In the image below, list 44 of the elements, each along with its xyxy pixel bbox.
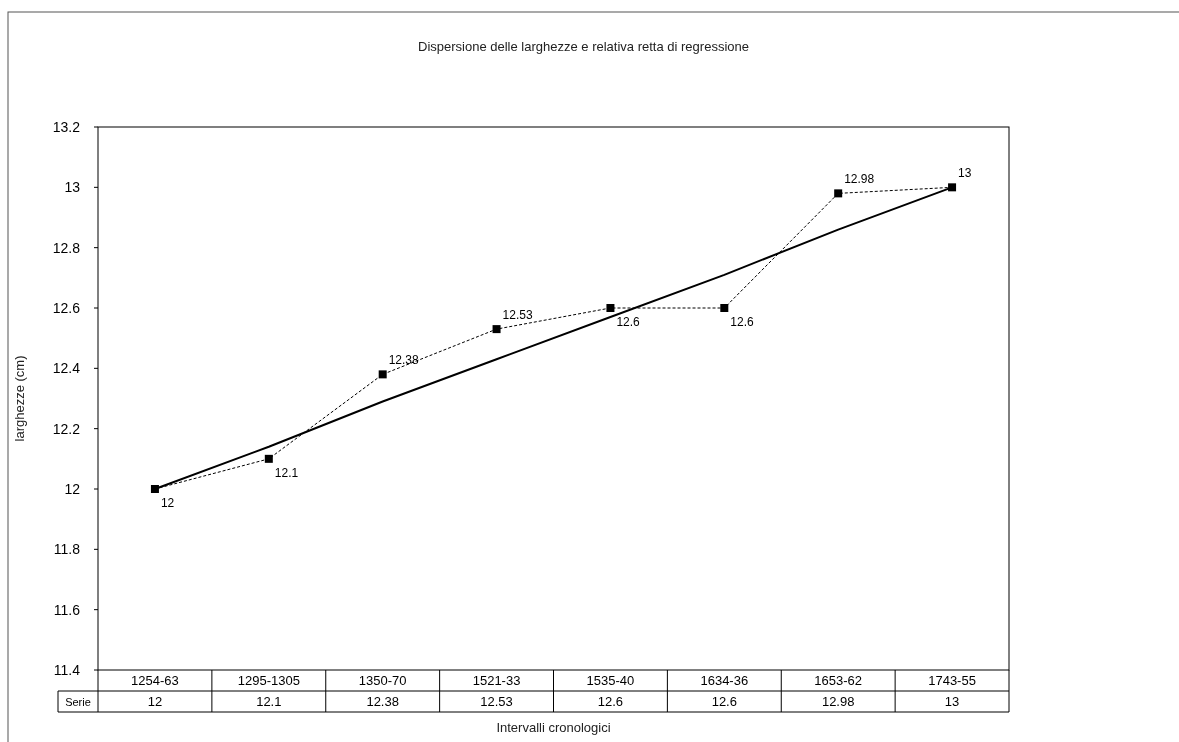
y-tick-label: 12.4 bbox=[52, 360, 81, 377]
x-tick-label: 1350-70 bbox=[358, 673, 407, 688]
legend-label: Serie bbox=[65, 696, 91, 708]
y-tick-label: 13 bbox=[64, 179, 81, 196]
x-tick-label: 1521-33 bbox=[472, 673, 521, 688]
point bbox=[378, 370, 387, 379]
x-tick-label: 1295-1305 bbox=[237, 673, 300, 688]
y-tick-label: 12.2 bbox=[52, 420, 81, 437]
text: 12.38 bbox=[388, 353, 419, 368]
data-label: 13 bbox=[944, 694, 960, 709]
text: 12.1 bbox=[274, 465, 299, 480]
x-tick-label: 1653-62 bbox=[814, 673, 863, 688]
y-tick-label: 11.4 bbox=[53, 662, 81, 678]
x-tick-label: 1634-36 bbox=[700, 673, 749, 688]
x-tick-label: 1254-63 bbox=[131, 673, 179, 688]
data-label: 12.53 bbox=[480, 694, 513, 709]
text: 12.53 bbox=[502, 308, 533, 323]
point bbox=[834, 189, 843, 198]
data-label: 12.38 bbox=[366, 694, 399, 709]
y-tick-label: 12.8 bbox=[52, 239, 81, 256]
x-tick-label: 1535-40 bbox=[586, 673, 635, 688]
x-tick-label: 1743-55 bbox=[928, 673, 976, 688]
text: 12.6 bbox=[730, 315, 754, 329]
y-tick-label: 13.2 bbox=[52, 119, 81, 135]
text: 12.98 bbox=[844, 172, 875, 187]
y-tick-label: 11.8 bbox=[53, 541, 81, 558]
data-label: 12.6 bbox=[597, 694, 624, 709]
x-axis-title: Intervalli cronologici bbox=[496, 720, 611, 735]
text: 13 bbox=[958, 166, 972, 181]
point bbox=[492, 325, 501, 334]
data-label: 12.1 bbox=[256, 694, 282, 709]
point bbox=[264, 454, 273, 463]
y-tick-label: 11.6 bbox=[53, 601, 81, 618]
y-tick-label: 12.6 bbox=[52, 300, 81, 316]
text: 12 bbox=[160, 496, 175, 510]
y-axis-title: larghezze (cm) bbox=[12, 355, 27, 442]
data-label: 12 bbox=[147, 694, 163, 709]
point bbox=[720, 304, 729, 312]
text: 12.6 bbox=[616, 315, 640, 329]
data-label: 12.6 bbox=[711, 694, 737, 709]
y-tick-label: 12 bbox=[64, 481, 81, 497]
point bbox=[606, 304, 615, 312]
data-label: 12.98 bbox=[821, 694, 855, 709]
chart-title: Dispersione delle larghezze e relativa retta di regressione bbox=[418, 39, 749, 54]
